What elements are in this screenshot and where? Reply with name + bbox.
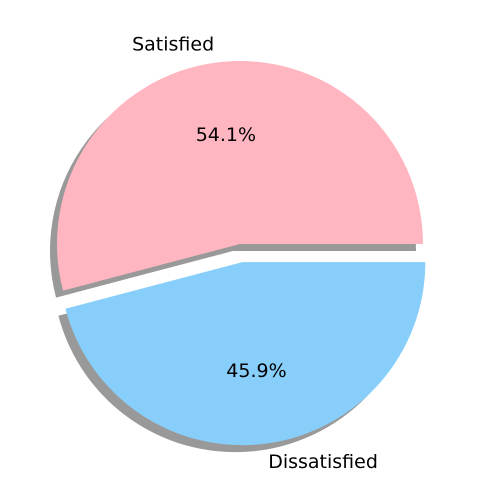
pie-slice-satisfied: [56, 60, 424, 291]
slice-label-dissatisfied: Dissatisfied: [268, 451, 378, 473]
pie-slices: [56, 60, 426, 446]
slice-percent-satisfied: 54.1%: [196, 124, 256, 146]
slice-label-satisfied: Satisfied: [132, 33, 214, 55]
pie-slice-dissatisfied: [65, 262, 426, 446]
slice-percent-dissatisfied: 45.9%: [226, 360, 286, 382]
pie-labels: Satisfied 54.1% Dissatisfied 45.9%: [132, 33, 378, 472]
